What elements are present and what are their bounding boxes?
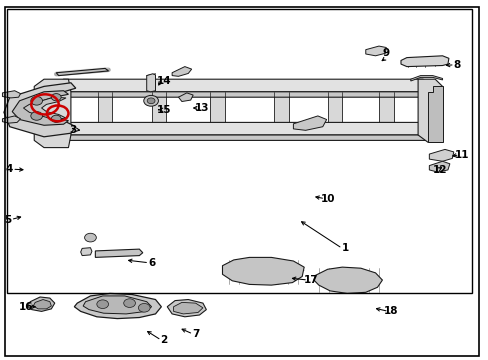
Polygon shape — [313, 267, 382, 293]
Circle shape — [31, 96, 42, 105]
Polygon shape — [400, 56, 448, 67]
Polygon shape — [172, 67, 191, 76]
Polygon shape — [2, 91, 20, 98]
Text: 4: 4 — [6, 164, 13, 174]
Polygon shape — [417, 79, 442, 142]
Polygon shape — [23, 97, 66, 120]
Text: 18: 18 — [384, 306, 398, 316]
Polygon shape — [56, 68, 108, 76]
Text: 10: 10 — [320, 194, 334, 204]
Text: 12: 12 — [432, 165, 447, 175]
Circle shape — [31, 112, 42, 120]
Polygon shape — [12, 91, 68, 125]
Text: 1: 1 — [341, 243, 348, 253]
Polygon shape — [95, 249, 142, 257]
Polygon shape — [151, 92, 166, 135]
Polygon shape — [34, 79, 71, 148]
Circle shape — [147, 98, 155, 104]
Polygon shape — [365, 46, 386, 56]
Polygon shape — [4, 83, 76, 137]
Polygon shape — [167, 300, 206, 317]
Polygon shape — [178, 93, 193, 102]
Polygon shape — [98, 92, 112, 135]
Text: 9: 9 — [381, 48, 388, 58]
Text: 7: 7 — [192, 329, 199, 339]
Circle shape — [51, 115, 61, 122]
Polygon shape — [173, 302, 203, 314]
Polygon shape — [428, 161, 449, 172]
Polygon shape — [327, 92, 342, 135]
Text: 17: 17 — [303, 275, 317, 285]
Polygon shape — [427, 86, 442, 142]
Polygon shape — [222, 257, 304, 285]
Circle shape — [84, 233, 96, 242]
Polygon shape — [81, 248, 92, 256]
Polygon shape — [410, 76, 442, 81]
Text: 15: 15 — [157, 105, 171, 115]
Circle shape — [123, 299, 135, 307]
Polygon shape — [56, 86, 432, 97]
Polygon shape — [48, 122, 427, 135]
Polygon shape — [27, 297, 55, 311]
Polygon shape — [2, 116, 20, 123]
Text: 11: 11 — [454, 150, 468, 160]
Polygon shape — [33, 300, 51, 309]
Text: 6: 6 — [148, 258, 155, 268]
Text: 5: 5 — [4, 215, 12, 225]
Text: 13: 13 — [195, 103, 209, 113]
Text: 2: 2 — [160, 335, 167, 345]
Polygon shape — [210, 92, 224, 135]
Text: 8: 8 — [453, 60, 460, 70]
Circle shape — [51, 94, 61, 101]
Polygon shape — [273, 92, 288, 135]
Circle shape — [97, 300, 108, 309]
Polygon shape — [428, 149, 453, 161]
Polygon shape — [74, 293, 161, 319]
Polygon shape — [378, 92, 393, 135]
Text: 14: 14 — [156, 76, 171, 86]
Polygon shape — [48, 130, 427, 140]
Circle shape — [143, 95, 158, 106]
Text: 3: 3 — [69, 125, 77, 135]
Polygon shape — [146, 74, 155, 92]
Polygon shape — [293, 116, 326, 130]
Polygon shape — [56, 79, 432, 92]
Text: 16: 16 — [19, 302, 33, 312]
Polygon shape — [83, 296, 151, 314]
Circle shape — [138, 303, 150, 312]
